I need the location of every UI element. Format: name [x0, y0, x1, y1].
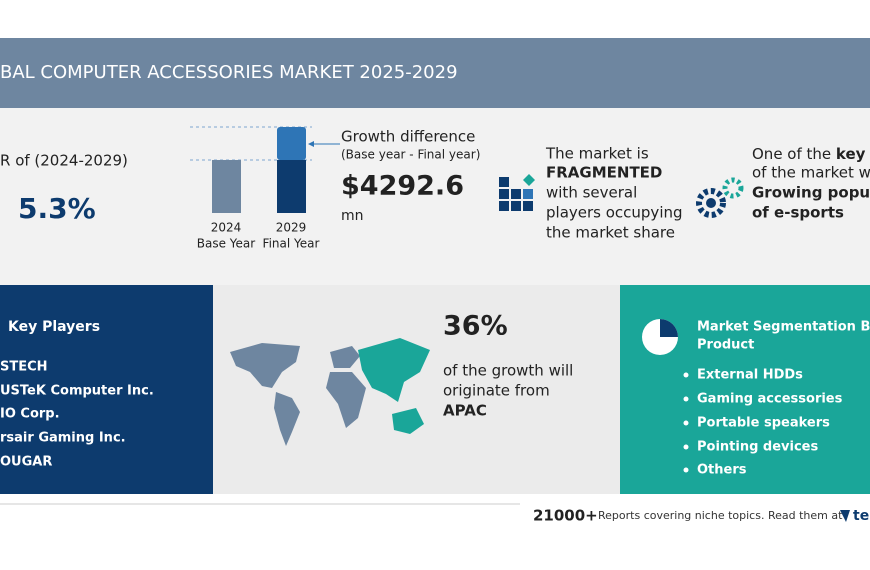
arrow-head	[308, 141, 314, 147]
segmentation-title: Market Segmentation B	[697, 320, 870, 335]
driver-line: of e-sports	[752, 204, 844, 222]
bar-year: 2024	[211, 221, 242, 235]
driver-text: One of the	[752, 145, 836, 163]
driver-line: Growing popula	[752, 184, 870, 202]
segment: Portable speakers	[697, 416, 830, 431]
bullet	[683, 420, 689, 426]
world-map	[230, 338, 430, 446]
growth-value: $4292.6	[341, 171, 464, 202]
player: OUGAR	[0, 455, 52, 470]
footer-logo: te	[853, 508, 869, 524]
growth-unit: mn	[341, 208, 364, 224]
bar-label: Final Year	[263, 237, 320, 251]
cagr-value: 5.3%	[18, 192, 96, 225]
market-line: with several	[546, 184, 637, 202]
growth-subtitle: (Base year - Final year)	[341, 148, 480, 162]
market-line: The market is	[545, 145, 649, 163]
pie-slice	[660, 319, 678, 337]
player: IO Corp.	[0, 407, 60, 422]
region-line: originate from	[443, 382, 550, 400]
region-panel	[213, 285, 620, 494]
growth-title: Growth difference	[341, 128, 475, 146]
segmentation-title: Product	[697, 338, 754, 353]
player: rsair Gaming Inc.	[0, 431, 126, 446]
segment: Pointing devices	[697, 440, 819, 455]
market-line: the market share	[546, 224, 675, 242]
bullet	[683, 396, 689, 402]
players-title: Key Players	[8, 319, 100, 335]
players-panel	[0, 285, 213, 494]
bar-label: Base Year	[197, 237, 256, 251]
driver-bold: key d	[836, 145, 870, 163]
driver-line: One of the key d	[752, 145, 870, 163]
base-bar	[212, 160, 241, 213]
fragment-icon	[499, 174, 535, 211]
footer-text: Reports covering niche topics. Read them…	[598, 509, 843, 522]
bullet	[683, 372, 689, 378]
market-line: FRAGMENTED	[546, 164, 662, 182]
player: USTeK Computer Inc.	[0, 384, 154, 399]
region-line: of the growth will	[443, 362, 573, 380]
title: BAL COMPUTER ACCESSORIES MARKET 2025-202…	[0, 62, 458, 83]
logo-mark	[840, 510, 850, 522]
bar-year: 2029	[276, 221, 307, 235]
player: STECH	[0, 360, 48, 375]
market-line: players occupying	[546, 204, 683, 222]
region-name: APAC	[443, 402, 487, 420]
segment: Others	[697, 463, 747, 478]
segment: Gaming accessories	[697, 392, 843, 407]
region-share: 36%	[443, 311, 508, 342]
footer-count: 21000+	[533, 507, 598, 525]
cagr-label: R of (2024-2029)	[0, 152, 128, 170]
segment: External HDDs	[697, 368, 803, 383]
header-band	[0, 38, 870, 108]
driver-line: of the market wil	[752, 164, 870, 182]
summary-band	[0, 108, 870, 285]
bullet	[683, 467, 689, 473]
growth-bar	[277, 127, 306, 160]
gear-icon	[696, 177, 744, 218]
final-bar	[277, 160, 306, 213]
bullet	[683, 444, 689, 450]
